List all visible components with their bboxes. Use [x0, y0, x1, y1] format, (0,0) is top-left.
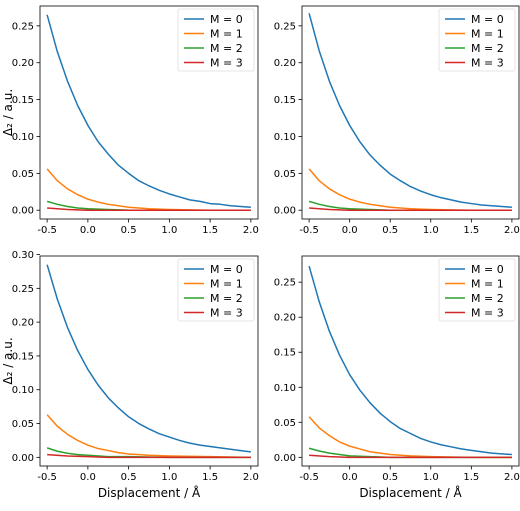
y-axis-label: Δ₂ / a.u.: [1, 337, 15, 384]
axes-frame: [301, 5, 520, 220]
y-tick-label: 0.15: [274, 95, 296, 106]
legend-label: M = 0: [210, 263, 243, 276]
x-tick-label: 0.5: [121, 472, 137, 483]
legend-label: M = 3: [210, 57, 243, 70]
legend-label: M = 2: [210, 42, 243, 55]
chart-panel-4: -0.5 0.0 0.5 1.0 1.5 2.0 0.00 0.05 0.10 0.15 0.20 0…: [274, 255, 520, 500]
chart-panel-2: -0.5 0.0 0.5 1.0 1.5 2.0 0.00 0.05 0.10 0.15 0.20 0…: [274, 5, 520, 236]
x-tick-label: 0.0: [80, 472, 96, 483]
x-tick-label: -0.5: [299, 225, 319, 236]
legend-label: M = 2: [471, 42, 504, 55]
legend-box: [438, 8, 516, 72]
y-tick-label: 0.25: [274, 278, 296, 289]
series-line-m0: [308, 265, 512, 456]
x-tick-label: 1.5: [463, 472, 479, 483]
y-tick-label: 0.05: [12, 169, 34, 180]
y-tick-label: 0.15: [274, 348, 296, 359]
y-tick-label: 0.20: [12, 318, 34, 329]
axes-frame: [39, 255, 259, 467]
y-tick-label: 0.30: [12, 250, 34, 261]
series-line-m3: [309, 454, 512, 459]
x-tick-label: 2.0: [243, 225, 259, 236]
x-tick-label: -0.5: [37, 472, 57, 483]
x-tick-label: 1.0: [423, 472, 439, 483]
legend-label: M = 1: [471, 278, 504, 291]
legend-label: M = 1: [210, 28, 243, 41]
legend-label: M = 3: [471, 57, 504, 70]
series-line-m1: [46, 414, 251, 459]
x-tick-label: 1.5: [463, 225, 479, 236]
x-tick-label: 0.5: [382, 472, 398, 483]
y-tick-label: 0.00: [12, 206, 34, 217]
x-tick-label: -0.5: [299, 472, 319, 483]
x-tick-label: 1.5: [202, 472, 218, 483]
x-tick-label: 1.5: [202, 225, 218, 236]
y-tick-label: 0.10: [274, 383, 296, 394]
legend-label: M = 2: [210, 292, 243, 305]
y-tick-label: 0.05: [12, 419, 34, 430]
legend-label: M = 0: [471, 13, 504, 26]
series-line-m0: [46, 264, 251, 453]
legend: M = 0 M = 1M = 2 M = 3: [438, 8, 516, 72]
chart-panel-3: -0.5 0.0 0.5 1.0 1.5 2.0 0.00 0.05 0.10 0.15 0.20 0…: [1, 250, 259, 500]
series-line-m3: [309, 207, 512, 211]
series-line-m1: [308, 168, 512, 211]
y-tick-label: 0.10: [274, 132, 296, 143]
y-tick-label: 0.20: [274, 313, 296, 324]
legend-label: M = 3: [471, 307, 504, 320]
y-tick-label: 0.25: [12, 21, 34, 32]
legend-label: M = 0: [210, 13, 243, 26]
y-tick-label: 0.10: [12, 385, 34, 396]
y-tick-label: 0.20: [274, 58, 296, 69]
legend-box: [177, 258, 255, 322]
legend-label: M = 3: [210, 307, 243, 320]
legend-box: [438, 258, 516, 322]
y-tick-label: 0.20: [12, 58, 34, 69]
chart-panel-1: -0.5 0.0 0.5 1.0 1.5 2.0 0.00 0.05 0.10 0.15 0.20 0…: [1, 5, 259, 236]
y-tick-label: 0.15: [12, 351, 34, 362]
series-line-m0: [46, 14, 251, 209]
y-tick-label: 0.25: [12, 284, 34, 295]
y-tick-label: 0.05: [274, 418, 296, 429]
y-tick-label: 0.10: [12, 132, 34, 143]
x-tick-label: 0.0: [80, 225, 96, 236]
y-tick-label: 0.00: [274, 206, 296, 217]
x-tick-label: 1.0: [161, 472, 177, 483]
legend-label: M = 2: [471, 292, 504, 305]
x-tick-label: 2.0: [504, 225, 520, 236]
x-tick-label: -0.5: [37, 225, 57, 236]
x-tick-label: 1.0: [423, 225, 439, 236]
legend: M = 0 M = 1M = 2 M = 3: [177, 8, 255, 72]
x-tick-label: 2.0: [504, 472, 520, 483]
y-axis-label: Δ₂ / a.u.: [1, 89, 15, 136]
series-line-m0: [308, 13, 512, 209]
legend: M = 0 M = 1M = 2 M = 3: [438, 258, 516, 322]
x-tick-label: 0.5: [382, 225, 398, 236]
legend: M = 0 M = 1M = 2 M = 3: [177, 258, 255, 322]
y-tick-label: 0.00: [274, 453, 296, 464]
x-tick-label: 0.5: [121, 225, 137, 236]
y-tick-label: 0.00: [12, 453, 34, 464]
y-tick-label: 0.15: [12, 95, 34, 106]
x-tick-label: 0.0: [342, 472, 358, 483]
x-tick-label: 1.0: [161, 225, 177, 236]
y-tick-label: 0.05: [274, 169, 296, 180]
legend-label: M = 0: [471, 263, 504, 276]
series-line-m3: [47, 207, 251, 211]
legend-label: M = 1: [210, 278, 243, 291]
axes-frame: [301, 255, 520, 467]
axes-frame: [39, 5, 259, 220]
x-axis-label: Displacement / Å: [359, 485, 462, 500]
x-tick-label: 2.0: [243, 472, 259, 483]
x-axis-label: Displacement / Å: [98, 485, 201, 500]
series-line-m3: [47, 453, 251, 459]
x-tick-label: 0.0: [342, 225, 358, 236]
legend-label: M = 1: [471, 28, 504, 41]
legend-box: [177, 8, 255, 72]
y-tick-label: 0.25: [274, 21, 296, 32]
